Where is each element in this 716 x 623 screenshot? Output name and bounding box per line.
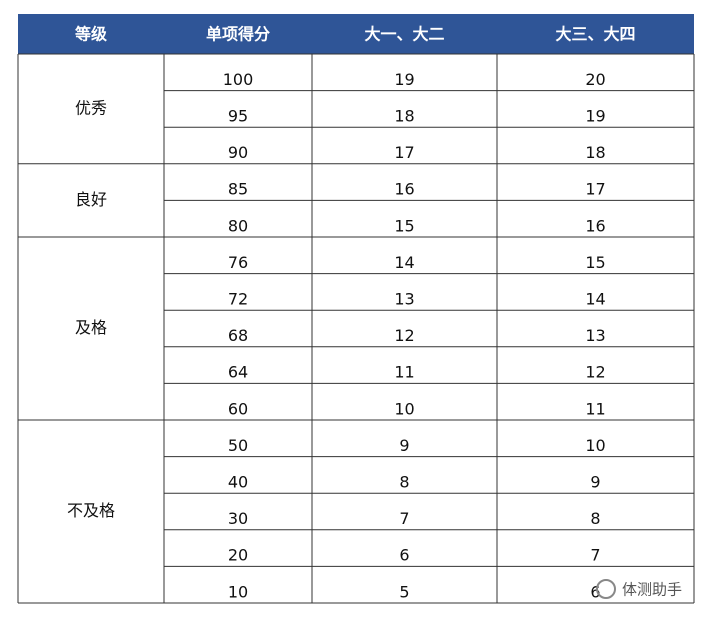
value-cell: 20 <box>228 546 248 565</box>
value-cell: 40 <box>228 472 248 491</box>
value-cell: 60 <box>228 399 248 418</box>
value-cell: 8 <box>399 472 409 491</box>
value-cell: 80 <box>228 216 248 235</box>
value-cell: 10 <box>394 399 414 418</box>
value-cell: 15 <box>585 253 605 272</box>
value-cell: 16 <box>394 180 414 199</box>
value-cell: 13 <box>585 326 605 345</box>
value-cell: 11 <box>585 399 605 418</box>
value-cell: 85 <box>228 180 248 199</box>
value-cell: 100 <box>223 70 254 89</box>
header-cell: 大一、大二 <box>364 25 444 44</box>
value-cell: 5 <box>399 582 409 601</box>
value-cell: 19 <box>585 106 605 125</box>
value-cell: 9 <box>590 472 600 491</box>
value-cell: 6 <box>590 582 600 601</box>
value-cell: 13 <box>394 289 414 308</box>
value-cell: 8 <box>590 509 600 528</box>
value-cell: 64 <box>228 363 248 382</box>
value-cell: 30 <box>228 509 248 528</box>
header-cell: 单项得分 <box>206 25 270 44</box>
value-cell: 50 <box>228 436 248 455</box>
value-cell: 14 <box>394 253 414 272</box>
value-cell: 10 <box>228 582 248 601</box>
header-cell: 大三、大四 <box>555 25 635 44</box>
header-bg <box>18 14 694 54</box>
value-cell: 10 <box>585 436 605 455</box>
value-cell: 95 <box>228 106 248 125</box>
value-cell: 15 <box>394 216 414 235</box>
value-cell: 72 <box>228 289 248 308</box>
value-cell: 6 <box>399 546 409 565</box>
value-cell: 18 <box>394 106 414 125</box>
watermark: 体测助手 <box>596 579 682 599</box>
value-cell: 7 <box>399 509 409 528</box>
value-cell: 14 <box>585 289 605 308</box>
value-cell: 17 <box>585 180 605 199</box>
watermark-text: 体测助手 <box>622 581 682 599</box>
value-cell: 76 <box>228 253 248 272</box>
grade-cell: 良好 <box>75 190 107 209</box>
value-cell: 18 <box>585 143 605 162</box>
value-cell: 12 <box>394 326 414 345</box>
value-cell: 12 <box>585 363 605 382</box>
value-cell: 68 <box>228 326 248 345</box>
grade-cell: 优秀 <box>75 98 107 117</box>
watermark-icon <box>596 579 616 599</box>
value-cell: 17 <box>394 143 414 162</box>
value-cell: 16 <box>585 216 605 235</box>
value-cell: 90 <box>228 143 248 162</box>
value-cell: 9 <box>399 436 409 455</box>
grade-cell: 不及格 <box>67 501 115 520</box>
value-cell: 20 <box>585 70 605 89</box>
value-cell: 19 <box>394 70 414 89</box>
header-cell: 等级 <box>74 25 108 44</box>
value-cell: 7 <box>590 546 600 565</box>
grade-cell: 及格 <box>75 318 107 337</box>
value-cell: 11 <box>394 363 414 382</box>
